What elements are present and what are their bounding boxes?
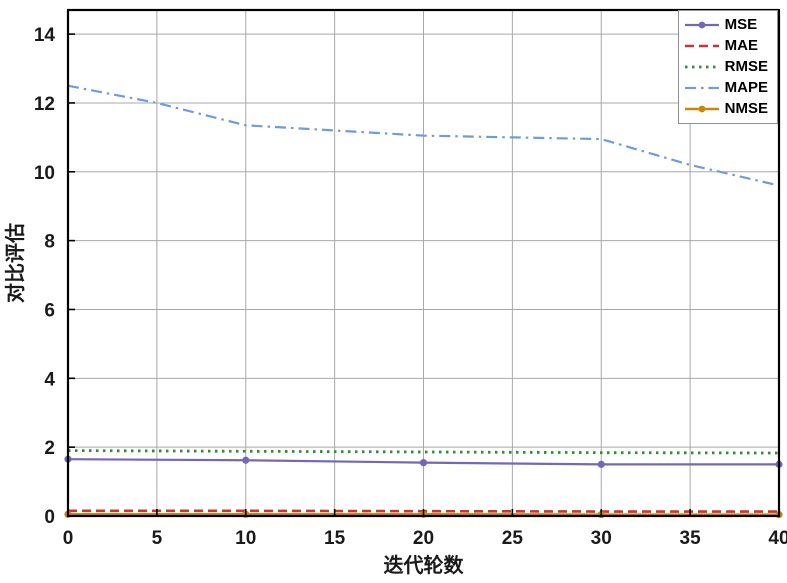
legend-label: NMSE	[724, 100, 768, 117]
y-tick-label: 10	[34, 163, 55, 184]
legend-item-mape: MAPE	[684, 77, 768, 98]
series-line-mape	[67, 84, 780, 187]
y-tick-label: 2	[44, 438, 55, 459]
x-tick-label: 20	[413, 528, 434, 549]
legend-label: MSE	[724, 16, 758, 33]
legend-item-mae: MAE	[684, 35, 768, 56]
legend: MSE MAE RMSE MAPE NMSE	[677, 10, 778, 124]
x-tick-label: 30	[591, 528, 612, 549]
legend-line-sample	[684, 86, 719, 89]
y-tick-label: 0	[44, 507, 55, 528]
x-tick-label: 25	[502, 528, 524, 549]
y-tick-label: 6	[44, 300, 55, 321]
x-tick-label: 15	[324, 528, 346, 549]
y-axis-label: 对比评估	[3, 223, 27, 303]
x-tick-label: 0	[63, 528, 74, 549]
legend-item-mse: MSE	[684, 14, 768, 35]
series-marker-mse	[597, 460, 605, 468]
x-tick-label: 5	[152, 528, 163, 549]
legend-item-rmse: RMSE	[684, 56, 768, 77]
legend-label: MAPE	[724, 79, 768, 96]
series-marker-mse	[242, 456, 250, 464]
y-tick-label: 14	[34, 25, 56, 46]
legend-line-sample	[684, 65, 719, 68]
y-tick-label: 4	[44, 369, 55, 390]
legend-line-sample	[684, 105, 719, 112]
legend-line-sample	[684, 44, 719, 47]
x-tick-label: 10	[235, 528, 256, 549]
y-tick-label: 8	[44, 232, 55, 253]
legend-label: MAE	[724, 37, 758, 54]
legend-item-nmse: NMSE	[684, 98, 768, 119]
series-marker-mse	[419, 459, 428, 467]
x-axis-label: 迭代轮数	[384, 553, 465, 577]
x-tick-label: 35	[680, 528, 702, 549]
legend-label: RMSE	[724, 58, 768, 75]
legend-line-sample	[684, 21, 719, 28]
x-tick-label: 40	[768, 528, 787, 549]
y-tick-label: 12	[34, 94, 55, 115]
